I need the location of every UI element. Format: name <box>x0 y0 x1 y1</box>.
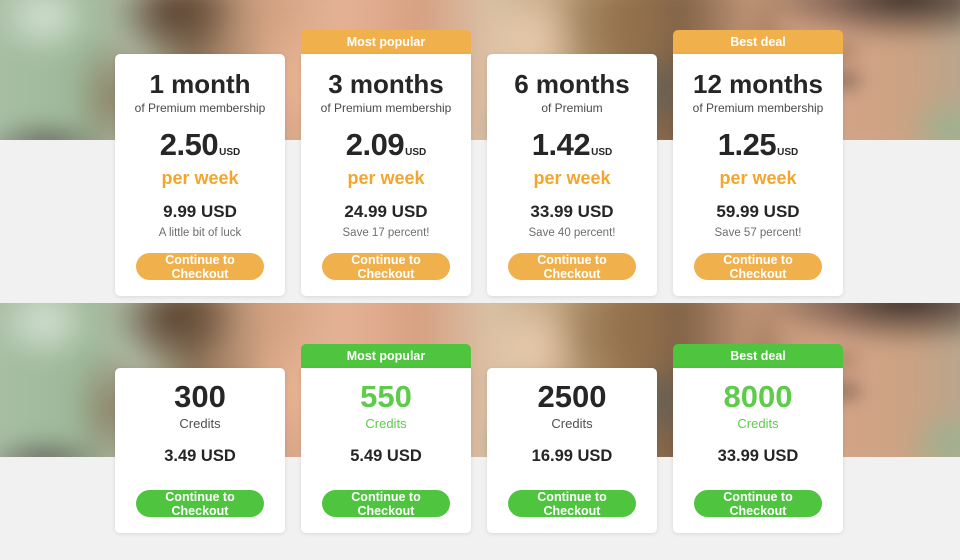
credit-price: 5.49 USD <box>350 447 422 465</box>
continue-to-checkout-button[interactable]: Continue to Checkout <box>136 490 264 518</box>
plan-title: 12 months <box>692 69 824 99</box>
weekly-rate: 2.50USD <box>115 129 285 169</box>
plan-note: Save 40 percent! <box>528 227 616 239</box>
plan-subtitle: of Premium membership <box>134 101 266 115</box>
rate-period: per week <box>347 168 425 188</box>
credit-amount: 8000 <box>723 379 793 414</box>
plan-card-6-months: 6 months of Premium 1.42USD per week 33.… <box>487 30 657 296</box>
best-deal-badge: Best deal <box>673 344 843 368</box>
plan-note: A little bit of luck <box>158 227 242 239</box>
rate-period: per week <box>719 168 797 188</box>
continue-to-checkout-button[interactable]: Continue to Checkout <box>136 253 264 281</box>
plan-card-12-months: Best deal 12 months of Premium membershi… <box>673 30 843 296</box>
credit-unit: Credits <box>179 416 221 431</box>
rate-period: per week <box>161 168 239 188</box>
rate-currency: USD <box>591 147 613 158</box>
credit-price: 16.99 USD <box>531 447 613 465</box>
best-deal-badge: Best deal <box>673 30 843 54</box>
plan-title: 3 months <box>328 69 444 99</box>
rate-period: per week <box>533 168 611 188</box>
total-price: 9.99 USD <box>163 202 237 221</box>
continue-to-checkout-button[interactable]: Continue to Checkout <box>322 253 450 281</box>
rate-currency: USD <box>777 147 799 158</box>
rate-number: 1.42 <box>531 127 591 162</box>
credit-card-550: Most popular 550 Credits 5.49 USD Contin… <box>301 344 471 533</box>
section-membership: 1 month of Premium membership 2.50USD pe… <box>115 30 843 296</box>
section-credits: 300 Credits 3.49 USD Continue to Checkou… <box>115 344 843 533</box>
total-price: 59.99 USD <box>716 202 800 221</box>
plan-note: Save 57 percent! <box>714 227 802 239</box>
weekly-rate: 2.09USD <box>301 129 471 169</box>
most-popular-badge: Most popular <box>301 344 471 368</box>
credit-unit: Credits <box>365 416 407 431</box>
weekly-rate: 1.25USD <box>673 129 843 169</box>
credit-card-8000: Best deal 8000 Credits 33.99 USD Continu… <box>673 344 843 533</box>
plan-title: 1 month <box>149 69 251 99</box>
credit-amount: 2500 <box>537 379 607 414</box>
rate-number: 2.09 <box>345 127 405 162</box>
plan-card-1-month: 1 month of Premium membership 2.50USD pe… <box>115 30 285 296</box>
credit-price: 33.99 USD <box>717 447 799 465</box>
rate-number: 2.50 <box>159 127 219 162</box>
plan-subtitle: of Premium <box>541 101 603 115</box>
plan-card-3-months: Most popular 3 months of Premium members… <box>301 30 471 296</box>
credit-amount: 550 <box>360 379 412 414</box>
continue-to-checkout-button[interactable]: Continue to Checkout <box>322 490 450 518</box>
continue-to-checkout-button[interactable]: Continue to Checkout <box>694 253 822 281</box>
most-popular-badge: Most popular <box>301 30 471 54</box>
plan-subtitle: of Premium membership <box>320 101 452 115</box>
weekly-rate: 1.42USD <box>487 129 657 169</box>
rate-currency: USD <box>405 147 427 158</box>
continue-to-checkout-button[interactable]: Continue to Checkout <box>508 490 636 518</box>
credit-amount: 300 <box>174 379 226 414</box>
continue-to-checkout-button[interactable]: Continue to Checkout <box>694 490 822 518</box>
credit-unit: Credits <box>737 416 779 431</box>
total-price: 24.99 USD <box>344 202 428 221</box>
rate-currency: USD <box>219 147 241 158</box>
credit-card-2500: 2500 Credits 16.99 USD Continue to Check… <box>487 344 657 533</box>
plan-title: 6 months <box>514 69 630 99</box>
credit-unit: Credits <box>551 416 593 431</box>
total-price: 33.99 USD <box>530 202 614 221</box>
credit-card-300: 300 Credits 3.49 USD Continue to Checkou… <box>115 344 285 533</box>
continue-to-checkout-button[interactable]: Continue to Checkout <box>508 253 636 281</box>
rate-number: 1.25 <box>717 127 777 162</box>
plan-subtitle: of Premium membership <box>692 101 824 115</box>
credit-price: 3.49 USD <box>164 447 236 465</box>
plan-note: Save 17 percent! <box>342 227 430 239</box>
